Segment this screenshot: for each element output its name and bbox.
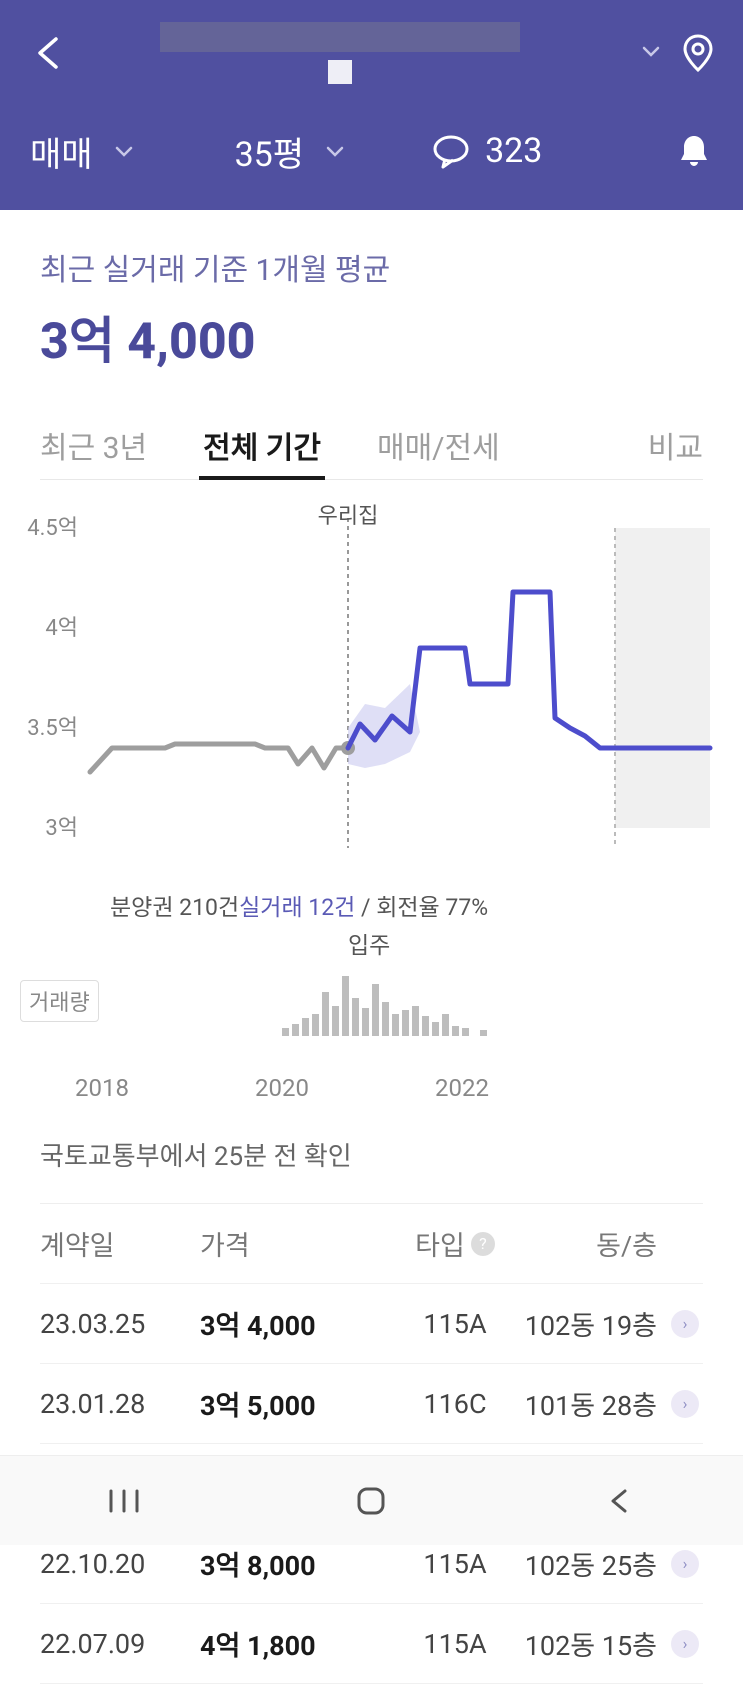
cell-price: 3억 4,000 <box>200 1304 390 1343</box>
svg-text:4억: 4억 <box>45 616 78 641</box>
recents-icon <box>107 1487 141 1515</box>
stats-turnover: / 회전율 77% <box>355 894 488 921</box>
cell-date: 22.10.20 <box>40 1548 200 1580</box>
nav-back[interactable] <box>569 1487 669 1515</box>
chevron-down-icon <box>324 140 346 162</box>
cell-price: 3억 5,000 <box>200 1384 390 1423</box>
tab-sale-jeonse[interactable]: 매매/전세 <box>377 411 500 479</box>
tab-compare[interactable]: 비교 <box>648 411 703 479</box>
cell-type: 115A <box>390 1628 520 1660</box>
cell-type: 115A <box>390 1308 520 1340</box>
cell-price: 3억 8,000 <box>200 1544 390 1583</box>
location-button[interactable] <box>673 28 723 78</box>
chevron-down-icon <box>113 140 135 162</box>
price-chart-svg: 4.5억 4억 3.5억 3억 <box>20 498 720 878</box>
chart-x-axis: 2018 2020 2022 <box>20 1074 723 1102</box>
filter-size[interactable]: 35평 <box>235 127 347 176</box>
chevron-right-icon: › <box>671 1550 699 1578</box>
volume-label: 거래량 <box>20 980 99 1022</box>
data-source-text: 국토교통부에서 25분 전 확인 <box>40 1136 703 1173</box>
summary-price: 3억 4,000 <box>40 301 703 373</box>
header-filter-row: 매매 35평 323 <box>0 106 743 206</box>
svg-text:3.5억: 3.5억 <box>27 716 78 741</box>
period-tabs: 최근 3년 전체 기간 매매/전세 비교 <box>40 411 703 480</box>
filter-type-label: 매매 <box>30 127 93 176</box>
col-header-location: 동/층 <box>520 1224 667 1263</box>
header-subtitle-icon <box>328 60 352 84</box>
chevron-right-icon: › <box>671 1390 699 1418</box>
table-row[interactable]: 23.01.28 3억 5,000 116C 101동 28층 › <box>40 1364 703 1444</box>
back-icon <box>607 1487 631 1515</box>
home-icon <box>355 1485 387 1517</box>
table-header: 계약일 가격 타입 ? 동/층 <box>40 1204 703 1284</box>
help-icon[interactable]: ? <box>471 1232 495 1256</box>
cell-location: 102동 19층 <box>520 1304 667 1343</box>
nav-recents[interactable] <box>74 1487 174 1515</box>
speech-bubble-icon <box>431 131 471 171</box>
chevron-right-icon: › <box>671 1310 699 1338</box>
chart-annotation-myhome: 우리집 <box>318 498 379 530</box>
volume-chart-svg <box>20 966 720 1046</box>
cell-price: 4억 1,800 <box>200 1624 390 1663</box>
filter-size-label: 35평 <box>235 127 305 176</box>
xaxis-tick: 2022 <box>435 1074 615 1102</box>
col-header-date: 계약일 <box>40 1224 200 1263</box>
cell-type: 115A <box>390 1548 520 1580</box>
stats-presale: 분양권 210건 <box>110 894 239 921</box>
svg-text:3억: 3억 <box>45 816 78 841</box>
svg-text:4.5억: 4.5억 <box>27 516 78 541</box>
tab-recent-3y[interactable]: 최근 3년 <box>40 411 147 479</box>
comments-count: 323 <box>485 131 542 171</box>
chevron-right-icon: › <box>671 1630 699 1658</box>
header-title-area[interactable] <box>80 22 599 84</box>
table-row[interactable]: 23.03.25 3억 4,000 115A 102동 19층 › <box>40 1284 703 1364</box>
summary-label: 최근 실거래 기준 1개월 평균 <box>40 245 703 289</box>
col-header-type: 타입 ? <box>390 1224 520 1263</box>
col-header-price: 가격 <box>200 1224 390 1263</box>
cell-location: 102동 25층 <box>520 1544 667 1583</box>
map-pin-icon <box>677 32 719 74</box>
tab-all-time[interactable]: 전체 기간 <box>203 411 321 479</box>
header-top-row <box>0 0 743 106</box>
chevron-down-icon <box>639 39 663 63</box>
header-title-redacted <box>160 22 520 52</box>
cell-location: 102동 15층 <box>520 1624 667 1663</box>
cell-date: 22.07.09 <box>40 1628 200 1660</box>
chart-annotation-movein: 입주 <box>348 926 703 960</box>
cell-type: 116C <box>390 1388 520 1420</box>
cell-location: 101동 28층 <box>520 1384 667 1423</box>
back-button[interactable] <box>20 23 80 83</box>
transactions-table: 계약일 가격 타입 ? 동/층 23.03.25 3억 4,000 115A 1… <box>40 1203 703 1684</box>
notification-button[interactable] <box>675 132 713 170</box>
xaxis-tick: 2020 <box>255 1074 435 1102</box>
xaxis-tick: 2018 <box>75 1074 255 1102</box>
cell-date: 23.01.28 <box>40 1388 200 1420</box>
cell-date: 23.03.25 <box>40 1308 200 1340</box>
arrow-left-icon <box>30 33 70 73</box>
bell-icon <box>675 132 713 170</box>
table-row[interactable]: 22.07.09 4억 1,800 115A 102동 15층 › <box>40 1604 703 1684</box>
app-header: 매매 35평 323 <box>0 0 743 210</box>
chart-stats-line: 분양권 210건실거래 12건 / 회전율 77% <box>110 888 703 922</box>
volume-chart[interactable]: 거래량 <box>20 966 723 1066</box>
title-dropdown-caret[interactable] <box>639 39 663 67</box>
comments-button[interactable]: 323 <box>431 131 542 171</box>
filter-transaction-type[interactable]: 매매 <box>30 127 135 176</box>
system-nav-bar <box>0 1455 743 1545</box>
nav-home[interactable] <box>321 1485 421 1517</box>
stats-actual: 실거래 12건 <box>239 894 355 921</box>
